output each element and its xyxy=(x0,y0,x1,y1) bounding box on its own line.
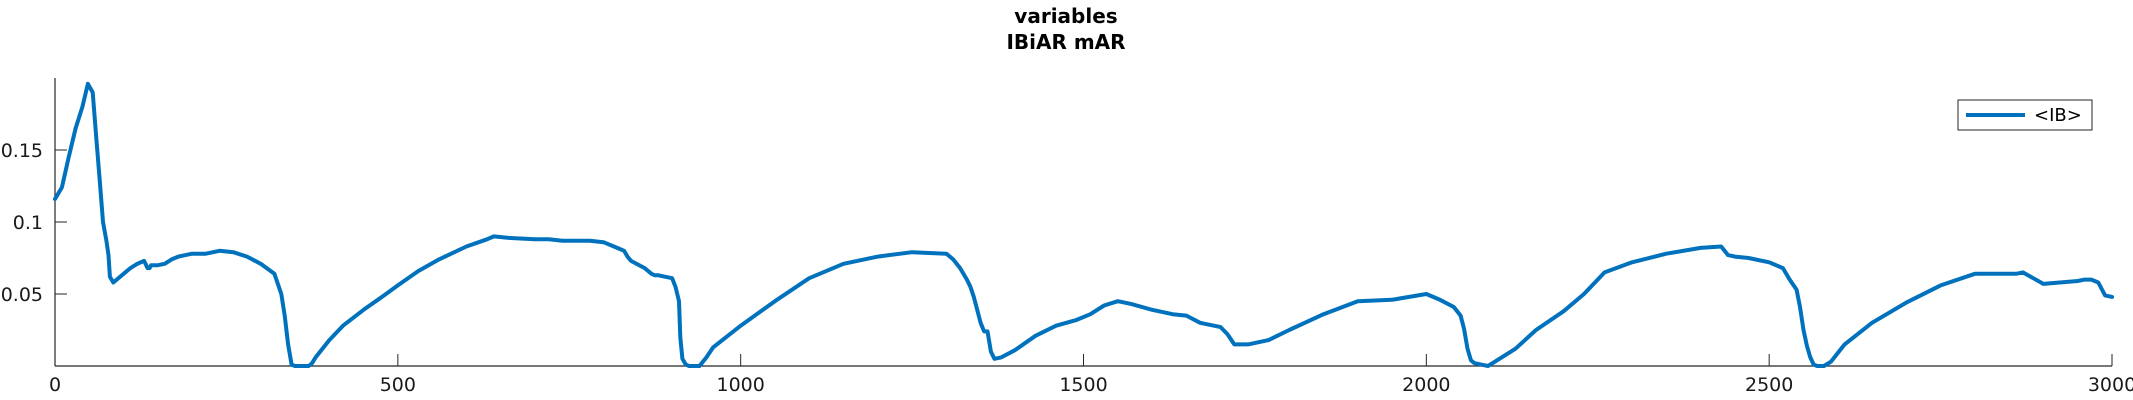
series-group xyxy=(53,81,2114,368)
chart-subtitle: IBiAR mAR xyxy=(1006,30,1125,54)
x-tick-label: 3000 xyxy=(2088,374,2133,396)
chart-title: variables xyxy=(1014,4,1117,28)
y-tick-label: 0.05 xyxy=(1,284,43,306)
y-ticks: 0.05 0.1 0.15 xyxy=(1,140,67,306)
x-tick-label: 500 xyxy=(380,374,416,396)
x-ticks: 0 500 1000 1500 2000 2500 3000 xyxy=(49,354,2133,396)
x-tick-label: 2000 xyxy=(1402,374,1450,396)
y-tick-label: 0.15 xyxy=(1,140,43,162)
x-tick-label: 1500 xyxy=(1059,374,1107,396)
series-line-0 xyxy=(53,81,2114,368)
x-tick-label: 2500 xyxy=(1745,374,1793,396)
x-tick-label: 1000 xyxy=(716,374,764,396)
legend: <IB> xyxy=(1957,99,2093,131)
x-tick-label: 0 xyxy=(49,374,61,396)
legend-label: <IB> xyxy=(2034,105,2082,126)
y-tick-label: 0.1 xyxy=(13,212,43,234)
